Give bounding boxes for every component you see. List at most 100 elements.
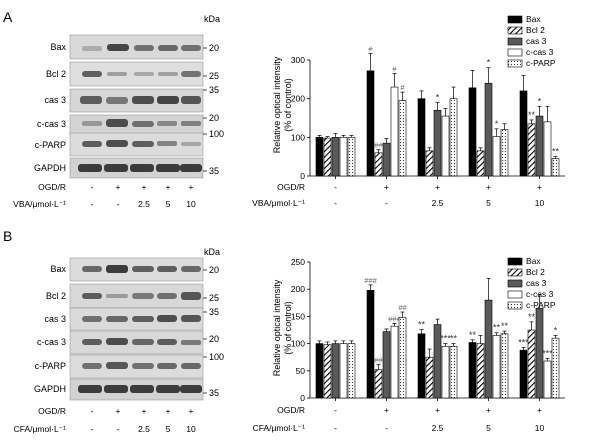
blot-bands xyxy=(78,44,202,172)
significance-mark: ** xyxy=(469,330,477,340)
legend-swatch xyxy=(507,37,523,46)
kda-label: kDa xyxy=(204,247,220,257)
bar xyxy=(315,343,324,399)
band-label-bax: Bax xyxy=(50,42,66,52)
kda-ccas3: 20 xyxy=(209,334,219,344)
row-value: 10 xyxy=(186,424,196,434)
significance-mark: * xyxy=(487,58,491,68)
kda-label: kDa xyxy=(204,14,220,24)
bar xyxy=(476,150,485,177)
kda-cparp: 100 xyxy=(209,129,224,139)
row-value: - xyxy=(117,199,120,209)
chart-row-value: 10 xyxy=(535,423,545,433)
blot-condition-rows: OGD/R CFA/μmol·L⁻¹ - + + + + - - 2.5 5 1… xyxy=(14,406,196,434)
row-value: + xyxy=(166,406,171,416)
significance-mark: # xyxy=(400,83,405,92)
chart-ylabel-line1: Relative optical intensity xyxy=(272,279,282,376)
significance-mark: ### xyxy=(364,276,377,285)
kda-ccas3: 20 xyxy=(209,113,219,123)
chart-row-value: - xyxy=(334,198,337,208)
bar xyxy=(441,115,450,177)
chart-row-value: 10 xyxy=(535,198,545,208)
chart-row-value: + xyxy=(435,405,440,415)
chart-row-value: + xyxy=(384,405,389,415)
bar xyxy=(468,342,477,399)
significance-mark: ### xyxy=(388,314,401,323)
legend-label: Bax xyxy=(526,256,541,266)
legend-label: cas 3 xyxy=(526,36,547,46)
row-value: + xyxy=(116,406,121,416)
bar xyxy=(339,343,348,399)
chart-row-value: - xyxy=(334,405,337,415)
bar xyxy=(382,331,391,399)
chart-row-value: 2.5 xyxy=(432,423,444,433)
bar xyxy=(468,87,477,177)
chart-row-value: + xyxy=(537,405,542,415)
bar xyxy=(492,335,501,399)
band-label-cas3: cas 3 xyxy=(44,95,66,105)
bar xyxy=(323,344,332,399)
row-value: + xyxy=(189,182,194,192)
legend-swatch xyxy=(507,59,523,68)
chart-row-value: 5 xyxy=(486,198,491,208)
row-value: + xyxy=(116,182,121,192)
legend-swatch xyxy=(507,279,523,288)
row-label-dose: CFA/μmol·L⁻¹ xyxy=(14,424,67,434)
chart-row-label-ogdr: OGD/R xyxy=(277,405,305,415)
bar xyxy=(519,90,528,177)
kda-bcl2: 25 xyxy=(209,293,219,303)
legend-swatch xyxy=(507,301,523,310)
significance-mark: *** xyxy=(542,348,553,358)
legend-swatch xyxy=(507,15,523,24)
chart-row-value: + xyxy=(486,182,491,192)
bar xyxy=(535,115,544,177)
row-value: 5 xyxy=(166,199,171,209)
row-label-ogdr: OGD/R xyxy=(38,406,66,416)
row-value: 10 xyxy=(186,199,196,209)
kda-markers: 20 25 35 20 100 35 xyxy=(203,43,224,176)
row-value: - xyxy=(91,199,94,209)
bar xyxy=(492,136,501,177)
y-tick-label: 50 xyxy=(296,366,306,376)
legend-swatch xyxy=(507,268,523,277)
bar xyxy=(449,346,458,399)
row-value: - xyxy=(91,424,94,434)
chart-row-value: - xyxy=(334,182,337,192)
significance-mark: ** xyxy=(552,147,560,157)
band-label-cas3: cas 3 xyxy=(44,314,66,324)
chart-row-label-ogdr: OGD/R xyxy=(277,182,305,192)
bar xyxy=(441,346,450,399)
band-labels: Bax Bcl 2 cas 3 c-cas 3 c-PARP GAPDH xyxy=(34,264,67,394)
kda-bcl2: 25 xyxy=(209,71,219,81)
band-label-bcl2: Bcl 2 xyxy=(46,291,66,301)
panel-letter: A xyxy=(3,9,13,25)
y-tick-label: 0 xyxy=(300,171,305,181)
blot-bands xyxy=(78,265,202,393)
legend-label: c-PARP xyxy=(526,58,556,68)
row-value: + xyxy=(142,406,147,416)
bar xyxy=(425,150,434,177)
bar xyxy=(315,137,324,177)
chart-row-label-dose: CFA/μmol·L⁻¹ xyxy=(253,423,306,433)
row-value: + xyxy=(142,182,147,192)
band-label-bax: Bax xyxy=(50,264,66,274)
bar xyxy=(519,349,528,399)
legend-label: c-PARP xyxy=(526,300,556,310)
bar xyxy=(366,70,375,177)
chart-row-value: - xyxy=(334,423,337,433)
row-value: - xyxy=(91,406,94,416)
chart-row-value: 5 xyxy=(486,423,491,433)
bar xyxy=(484,82,493,177)
bar xyxy=(339,137,348,177)
significance-mark: * xyxy=(495,119,499,129)
kda-cas3: 35 xyxy=(209,85,219,95)
band-label-cparp: c-PARP xyxy=(35,140,66,150)
y-tick-label: 200 xyxy=(291,94,305,104)
bar xyxy=(398,100,407,177)
kda-gapdh: 35 xyxy=(209,166,219,176)
band-label-gapdh: GAPDH xyxy=(34,384,66,394)
legend-swatch xyxy=(507,290,523,299)
significance-mark: # xyxy=(368,44,373,53)
